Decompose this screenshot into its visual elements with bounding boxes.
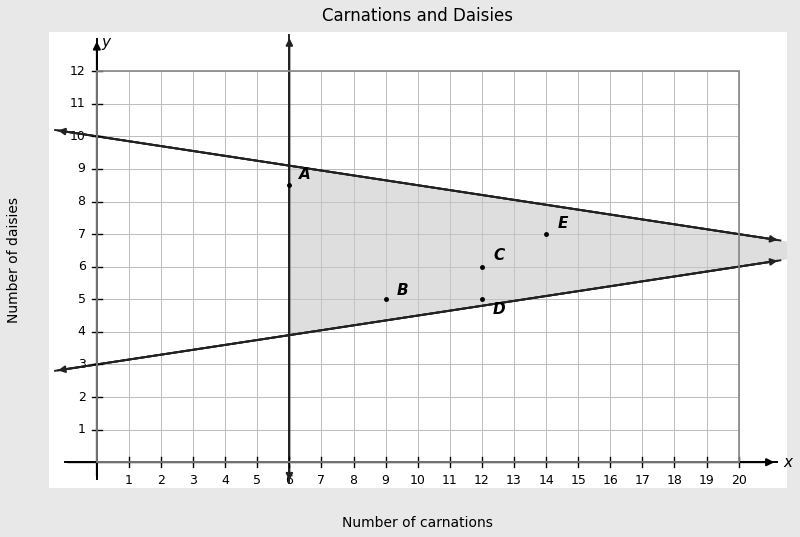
Text: 11: 11 <box>70 97 86 110</box>
Text: 4: 4 <box>78 325 86 338</box>
Text: 6: 6 <box>78 260 86 273</box>
Text: 9: 9 <box>382 474 390 487</box>
Text: 8: 8 <box>350 474 358 487</box>
Text: D: D <box>493 302 506 317</box>
Text: 4: 4 <box>222 474 229 487</box>
Text: 15: 15 <box>570 474 586 487</box>
Title: Carnations and Daisies: Carnations and Daisies <box>322 7 514 25</box>
Text: 18: 18 <box>666 474 682 487</box>
Text: 12: 12 <box>474 474 490 487</box>
Text: 12: 12 <box>70 64 86 78</box>
Polygon shape <box>290 165 800 335</box>
Text: 5: 5 <box>78 293 86 306</box>
Text: 9: 9 <box>78 162 86 176</box>
Text: 10: 10 <box>70 130 86 143</box>
X-axis label: Number of carnations: Number of carnations <box>342 516 493 530</box>
Y-axis label: Number of daisies: Number of daisies <box>7 197 21 323</box>
Text: C: C <box>493 249 504 264</box>
Text: 17: 17 <box>634 474 650 487</box>
Text: 3: 3 <box>189 474 197 487</box>
Text: 1: 1 <box>125 474 133 487</box>
Text: A: A <box>299 167 310 182</box>
Text: 7: 7 <box>78 228 86 241</box>
Text: 1: 1 <box>78 423 86 436</box>
Text: 16: 16 <box>602 474 618 487</box>
Text: 2: 2 <box>78 390 86 403</box>
Text: y: y <box>102 35 110 50</box>
Text: E: E <box>558 216 568 231</box>
Text: 3: 3 <box>78 358 86 371</box>
Text: 6: 6 <box>286 474 294 487</box>
Text: B: B <box>397 282 409 297</box>
Text: 13: 13 <box>506 474 522 487</box>
Text: 19: 19 <box>698 474 714 487</box>
Text: 5: 5 <box>254 474 262 487</box>
Text: 2: 2 <box>157 474 165 487</box>
Text: 8: 8 <box>78 195 86 208</box>
Text: 7: 7 <box>318 474 326 487</box>
Text: 14: 14 <box>538 474 554 487</box>
Bar <box>97 71 738 462</box>
Text: 10: 10 <box>410 474 426 487</box>
Text: x: x <box>783 455 793 470</box>
Text: 20: 20 <box>730 474 746 487</box>
Text: 11: 11 <box>442 474 458 487</box>
